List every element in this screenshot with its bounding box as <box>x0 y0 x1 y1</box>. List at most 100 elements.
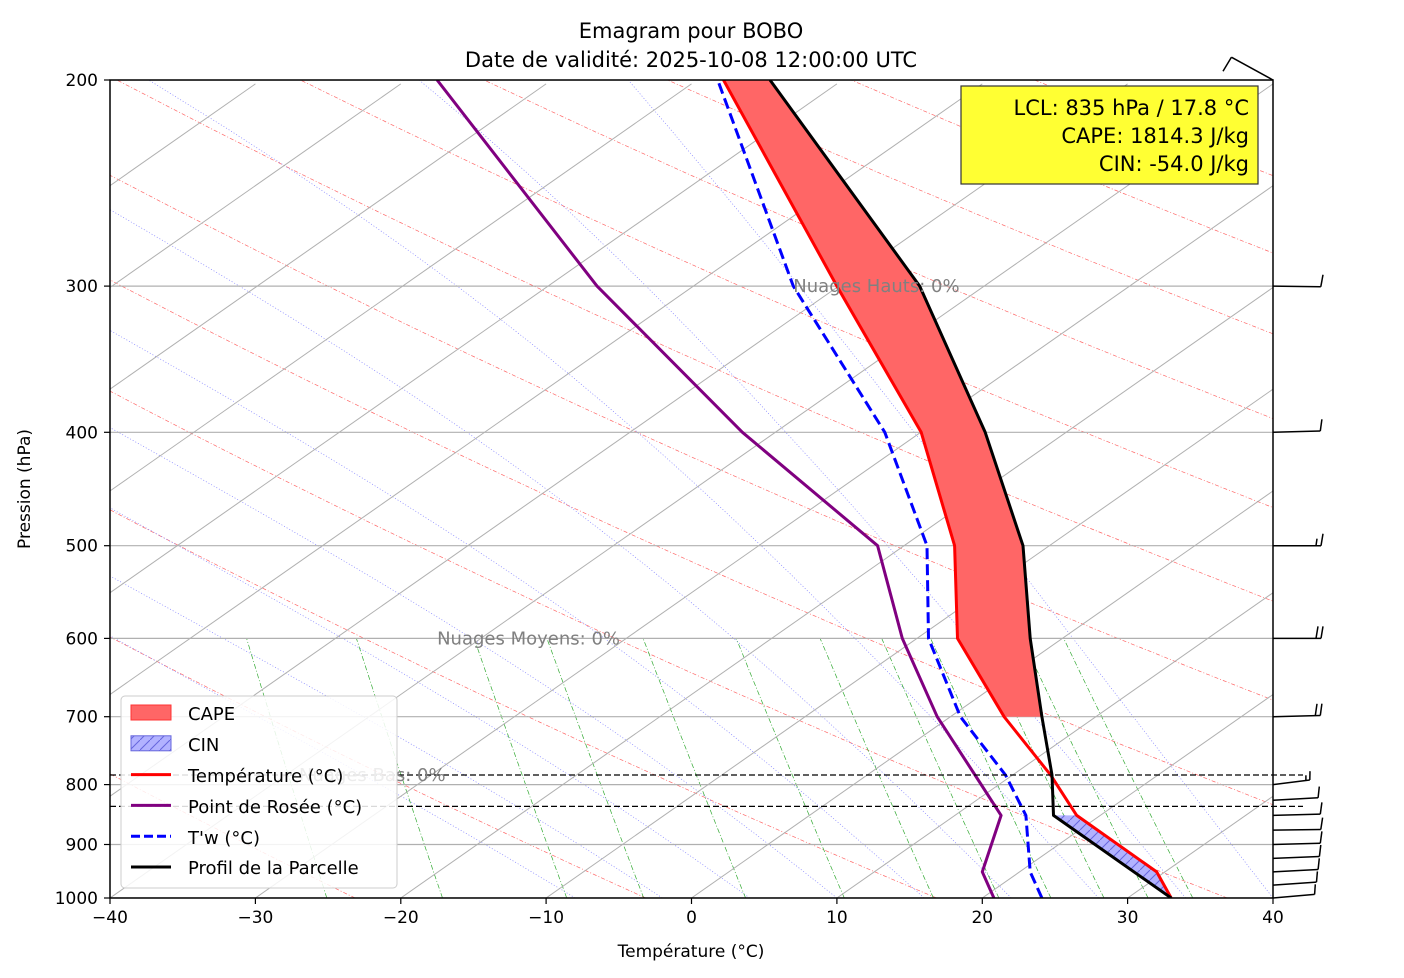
isotherm-line <box>1127 795 1273 898</box>
legend-label-temperature: Température (°C) <box>187 766 343 787</box>
wind-barb <box>1272 884 1317 899</box>
isotherm-line <box>110 83 402 289</box>
wetbulb-line <box>716 80 1044 898</box>
info-cin: CIN: -54.0 J/kg <box>1099 152 1249 176</box>
isotherm-line <box>110 83 692 492</box>
wind-barb-flag <box>1222 56 1233 72</box>
isotherm-line <box>110 83 983 696</box>
isotherm-line <box>110 83 547 390</box>
wind-barbs <box>1222 56 1324 899</box>
x-axis-ticks: −40 −30 −20 −10 0 10 20 30 40 <box>92 898 1284 928</box>
wind-barb <box>1272 419 1323 434</box>
isotherm-line <box>110 83 838 594</box>
wind-barb-staff <box>1272 881 1317 886</box>
mixing-ratio-line <box>642 638 746 898</box>
wind-barb-staff <box>1272 893 1315 899</box>
x-tick-label: 0 <box>686 908 697 928</box>
wind-barb-flag <box>1320 626 1324 639</box>
legend-label-cape: CAPE <box>188 704 235 725</box>
wind-barb <box>1272 771 1311 786</box>
y-tick-label: 400 <box>66 423 98 443</box>
wind-barb-staff <box>1272 430 1321 434</box>
wind-barb-staff <box>1231 56 1274 81</box>
x-tick-label: 10 <box>826 908 848 928</box>
chart-title-line2: Date de validité: 2025-10-08 12:00:00 UT… <box>465 48 917 72</box>
mixing-ratio-line <box>735 638 845 898</box>
y-tick-label: 700 <box>66 708 98 728</box>
wind-barb <box>1272 817 1324 831</box>
mixing-ratio-line <box>930 638 1052 898</box>
wind-barb-flag <box>1313 884 1317 895</box>
wind-barb <box>1272 703 1323 718</box>
wind-barb-flag <box>1318 844 1322 857</box>
mixing-ratio-line <box>356 638 443 898</box>
wind-barb <box>1272 858 1321 873</box>
legend-label-cin: CIN <box>188 735 219 756</box>
dry-adiabat <box>110 509 937 898</box>
x-tick-label: 40 <box>1262 908 1284 928</box>
x-tick-label: 20 <box>971 908 993 928</box>
x-axis-label: Température (°C) <box>617 942 765 962</box>
legend-swatch-cape <box>130 704 172 721</box>
wind-barb-flag <box>1317 858 1321 870</box>
wind-barb-staff <box>1272 868 1319 873</box>
dry-adiabat <box>110 636 646 898</box>
y-tick-label: 500 <box>66 537 98 557</box>
wind-barb-flag <box>1315 626 1319 639</box>
wind-barb-staff <box>1272 855 1320 860</box>
y-tick-label: 200 <box>66 71 98 91</box>
x-tick-label: −20 <box>383 908 419 928</box>
isotherm-line <box>691 490 1273 898</box>
chart-title-line1: Emagram pour BOBO <box>579 19 804 43</box>
wind-barb-flag <box>1320 274 1324 287</box>
wind-barb <box>1273 626 1324 640</box>
legend: CAPE CIN Température (°C) Point de Rosée… <box>120 695 398 889</box>
isotherm-line <box>255 185 1273 898</box>
wind-barb <box>1273 533 1324 547</box>
y-tick-label: 900 <box>66 836 98 856</box>
wind-barb-staff <box>1272 842 1321 846</box>
wind-barb-flag <box>1314 703 1318 716</box>
cloud-label-high: Nuages Hauts: 0% <box>793 276 959 297</box>
wind-barb-flag <box>1319 831 1323 844</box>
cape-area <box>723 80 1042 717</box>
wind-barb-flag <box>1317 786 1321 798</box>
wind-barb <box>1272 274 1324 288</box>
wind-barb-staff <box>1272 285 1321 288</box>
isotherm-line <box>982 693 1273 898</box>
y-tick-label: 800 <box>66 776 98 796</box>
y-tick-label: 1000 <box>55 889 98 909</box>
parcel-profile-line <box>768 80 1173 898</box>
wind-barb-flag <box>1320 817 1324 830</box>
x-tick-label: 30 <box>1117 908 1139 928</box>
profile-series <box>435 80 1173 898</box>
wind-barb <box>1222 56 1274 81</box>
isotherm-line <box>400 286 1273 898</box>
legend-swatches <box>130 704 172 869</box>
dry-adiabat <box>483 80 1273 419</box>
wind-barb <box>1272 831 1323 846</box>
x-tick-label: −30 <box>237 908 273 928</box>
y-tick-label: 300 <box>66 277 98 297</box>
wind-barb-flag <box>1319 703 1323 716</box>
wind-barb-flag <box>1315 871 1319 883</box>
x-tick-label: −10 <box>528 908 564 928</box>
isotherm-line <box>545 388 1273 898</box>
wind-barb-staff <box>1272 797 1319 801</box>
legend-label-wetbulb: T'w (°C) <box>187 828 260 849</box>
wind-barb <box>1272 871 1319 886</box>
x-tick-label: −40 <box>92 908 128 928</box>
y-axis-ticks: 1000 900 800 700 600 500 400 300 200 <box>55 71 110 909</box>
info-lcl: LCL: 835 hPa / 17.8 °C <box>1014 96 1250 120</box>
y-tick-label: 600 <box>66 629 98 649</box>
isotherm-line <box>836 592 1273 898</box>
legend-label-dewpoint: Point de Rosée (°C) <box>188 797 362 818</box>
wind-barb-staff <box>1272 828 1321 831</box>
legend-swatch-cin <box>130 735 172 752</box>
y-axis-label: Pression (hPa) <box>15 429 35 549</box>
info-box: LCL: 835 hPa / 17.8 °C CAPE: 1814.3 J/kg… <box>960 85 1259 185</box>
info-cape: CAPE: 1814.3 J/kg <box>1061 124 1249 148</box>
legend-frame <box>120 695 398 889</box>
mixing-ratio-line <box>473 638 568 898</box>
info-box-background <box>960 85 1259 185</box>
